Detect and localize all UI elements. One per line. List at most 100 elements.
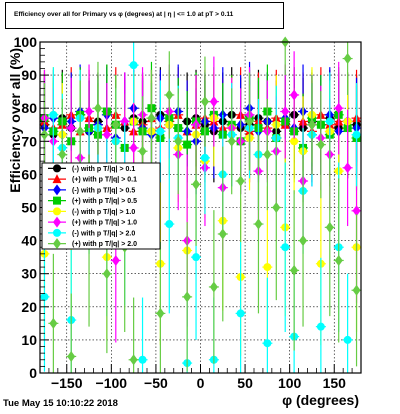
data-point [227,135,236,147]
data-point [111,254,120,266]
legend-label: (-) with p T/|q| > 1.0 [72,209,135,216]
y-tick-label: 0 [29,365,37,381]
data-point [102,268,111,280]
data-point [316,139,325,151]
data-point [93,102,102,114]
series-8 [39,36,362,373]
data-point [67,350,76,362]
data-point [343,335,352,344]
y-axis-label: Efficiency over all (%) [7,48,23,193]
legend-label: (+) with p T/|q| > 0.5 [72,198,137,205]
legend-marker [53,184,61,196]
data-point [352,130,361,139]
y-tick-label: 50 [21,200,37,216]
data-point [281,243,290,252]
x-axis-label: φ (degrees) [282,392,359,408]
chart-title-box: Efficiency over all for Primary vs φ (de… [5,2,284,29]
data-point [76,125,85,137]
legend-marker [53,196,61,205]
data-point [343,162,352,174]
data-point [165,89,174,101]
data-point [102,129,111,141]
legend-marker [53,164,61,173]
legend-label: (-) with p T/|q| > 0.1 [72,166,135,173]
data-point [49,317,58,329]
data-point [218,228,227,240]
data-point [183,291,192,303]
data-point [129,142,138,154]
data-point [281,106,290,118]
y-tick-label: 10 [21,332,37,348]
data-point [200,96,209,108]
y-tick-label: 100 [14,34,38,50]
data-point [245,115,254,127]
data-point [111,119,120,131]
data-point [254,218,263,230]
data-point [290,137,299,146]
data-point [325,117,334,126]
legend-marker [53,216,61,228]
timestamp-footer: Tue May 15 10:10:22 2018 [3,398,118,409]
data-point [200,153,209,162]
legend-label: (+) with p T/|q| > 2.0 [72,241,137,248]
x-tick-label: 100 [278,375,302,391]
data-point [192,178,201,190]
legend-marker [53,238,61,250]
data-point [352,284,361,296]
data-point [183,140,192,149]
y-tick-label: 30 [21,266,37,282]
data-point [334,102,343,114]
data-point [67,122,76,134]
data-point [236,175,245,187]
data-point [174,135,183,147]
data-point [209,281,218,293]
data-point [352,205,361,217]
data-point [263,263,272,272]
x-tick-label: −100 [96,375,128,391]
y-tick-label: 20 [21,299,37,315]
x-tick-label: −50 [144,375,168,391]
x-tick-label: 150 [323,375,347,391]
legend-label: (+) with p T/|q| > 0.1 [72,177,137,184]
data-point [299,235,308,247]
legend-label: (-) with p T/|q| > 0.5 [72,187,135,194]
y-tick-label: 70 [21,133,37,149]
data-point [263,149,272,161]
data-point [58,149,67,161]
legend-marker [53,228,61,237]
y-tick-label: 80 [21,100,37,116]
data-point [40,292,49,301]
legend-marker [52,174,62,184]
data-point [138,355,147,364]
data-point [263,339,272,348]
data-point [129,354,138,366]
x-tick-label: −150 [51,375,83,391]
y-tick-label: 40 [21,233,37,249]
legend-marker [53,207,61,216]
data-point [307,119,316,131]
x-tick-label: 0 [197,375,205,391]
data-point [192,253,201,262]
data-point [236,309,245,318]
data-point [290,264,299,276]
legend-label: (+) with p T/|q| > 1.0 [72,220,137,227]
data-point [120,115,129,127]
legend: (-) with p T/|q| > 0.1 (+) with p T/|q| >… [41,162,161,250]
data-point [147,112,156,124]
data-point [138,145,147,157]
data-point [156,307,165,319]
data-point [316,322,325,331]
data-point [209,96,218,108]
legend-box [41,162,161,250]
y-tick-label: 60 [21,166,37,182]
data-point [343,53,352,65]
data-point [325,221,334,233]
data-point [85,106,94,118]
chart-title: Efficiency over all for Primary vs φ (de… [14,11,234,18]
data-point [334,254,343,266]
data-point [156,127,165,136]
legend-label: (-) with p T/|q| > 2.0 [72,230,135,237]
data-point [290,89,299,101]
data-point [49,110,58,119]
